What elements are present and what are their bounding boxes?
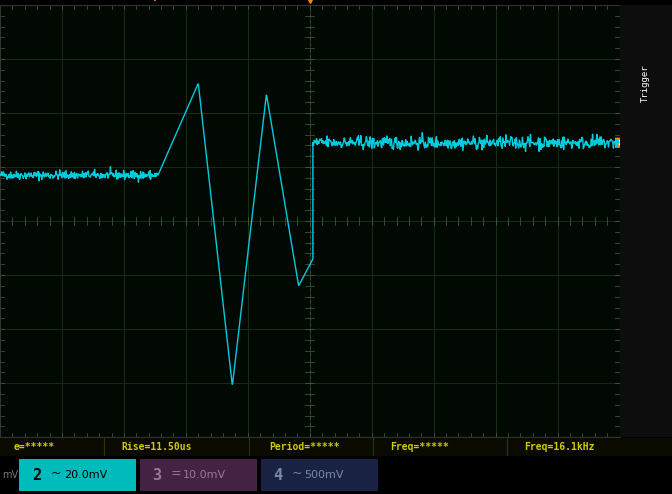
Text: T: T	[617, 140, 622, 146]
Text: Freq=16.1kHz: Freq=16.1kHz	[524, 442, 595, 452]
Text: Freq=*****: Freq=*****	[390, 442, 448, 452]
Text: mV: mV	[2, 470, 18, 480]
Text: e=*****: e=*****	[13, 442, 54, 452]
FancyBboxPatch shape	[140, 459, 257, 491]
Text: 2: 2	[32, 468, 42, 483]
Text: Period=*****: Period=*****	[269, 442, 339, 452]
Text: 20.0mV: 20.0mV	[64, 470, 107, 480]
Text: 4: 4	[273, 468, 282, 483]
Text: Trigger: Trigger	[641, 64, 650, 102]
Text: ~: ~	[292, 467, 302, 480]
Text: 500mV: 500mV	[304, 470, 343, 480]
FancyBboxPatch shape	[261, 459, 378, 491]
Text: ~: ~	[50, 467, 61, 480]
Text: 10.0mV: 10.0mV	[183, 470, 226, 480]
Text: =: =	[171, 467, 181, 480]
Text: 3: 3	[152, 468, 161, 483]
Text: Rise=11.50us: Rise=11.50us	[121, 442, 192, 452]
FancyBboxPatch shape	[19, 459, 136, 491]
